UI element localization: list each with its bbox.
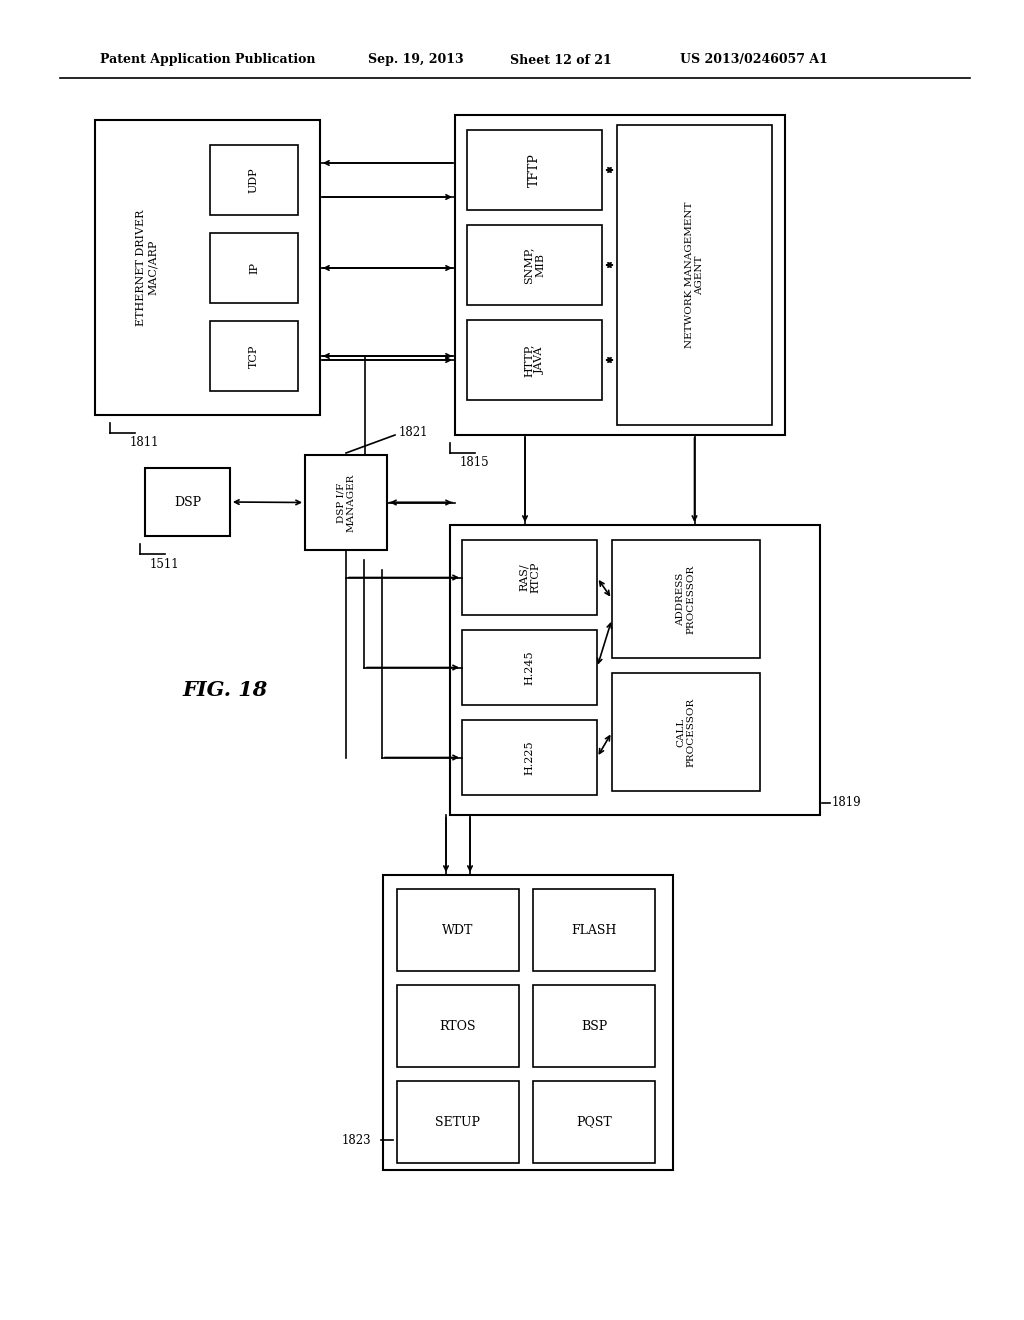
Bar [210,145,298,215]
Text: ETHERNET DRIVER
MAC/ARP: ETHERNET DRIVER MAC/ARP [136,210,158,326]
Bar [462,719,597,795]
Text: TFTP: TFTP [528,153,541,187]
Text: SETUP: SETUP [435,1115,480,1129]
Text: Sep. 19, 2013: Sep. 19, 2013 [368,54,464,66]
Text: WDT: WDT [442,924,474,936]
Text: PQST: PQST [577,1115,612,1129]
Text: H.225: H.225 [524,741,535,775]
Bar [210,321,298,391]
Text: FIG. 18: FIG. 18 [182,680,267,700]
Bar [210,234,298,304]
Text: HTTP,
JAVA: HTTP, JAVA [523,343,546,376]
Text: H.245: H.245 [524,651,535,685]
Bar [95,120,319,414]
Text: 1815: 1815 [460,457,489,470]
Text: TCP: TCP [249,345,259,368]
Text: RAS/
RTCP: RAS/ RTCP [519,562,541,593]
Bar [467,129,602,210]
Text: US 2013/0246057 A1: US 2013/0246057 A1 [680,54,827,66]
Text: ADDRESS
PROCESSOR: ADDRESS PROCESSOR [676,565,695,634]
Text: 1811: 1811 [130,437,160,450]
Bar [383,875,673,1170]
Bar [534,1081,655,1163]
Bar [462,630,597,705]
Bar [397,985,519,1067]
Text: 1511: 1511 [150,557,179,570]
Bar [534,888,655,972]
Text: 1819: 1819 [831,796,861,809]
Text: DSP: DSP [174,495,201,508]
Text: UDP: UDP [249,168,259,193]
Text: 1823: 1823 [341,1134,371,1147]
Text: IP: IP [249,261,259,275]
Bar [467,224,602,305]
Bar [305,455,387,550]
Bar [462,540,597,615]
Text: 1821: 1821 [399,426,428,440]
Bar [455,115,785,436]
Bar [617,125,772,425]
Bar [534,985,655,1067]
Text: Sheet 12 of 21: Sheet 12 of 21 [510,54,611,66]
Text: FLASH: FLASH [571,924,616,936]
Text: SNMP,
MIB: SNMP, MIB [523,247,546,284]
Text: NETWORK MANAGEMENT
AGENT: NETWORK MANAGEMENT AGENT [685,202,705,348]
Bar [397,1081,519,1163]
Bar [145,469,230,536]
Bar [397,888,519,972]
Text: Patent Application Publication: Patent Application Publication [100,54,315,66]
Bar [467,319,602,400]
Text: CALL
PROCESSOR: CALL PROCESSOR [676,697,695,767]
Bar [612,540,760,657]
Text: BSP: BSP [581,1019,607,1032]
Bar [612,673,760,791]
Text: RTOS: RTOS [439,1019,476,1032]
Text: DSP I/F
MANAGER: DSP I/F MANAGER [336,474,355,532]
Bar [450,525,820,814]
